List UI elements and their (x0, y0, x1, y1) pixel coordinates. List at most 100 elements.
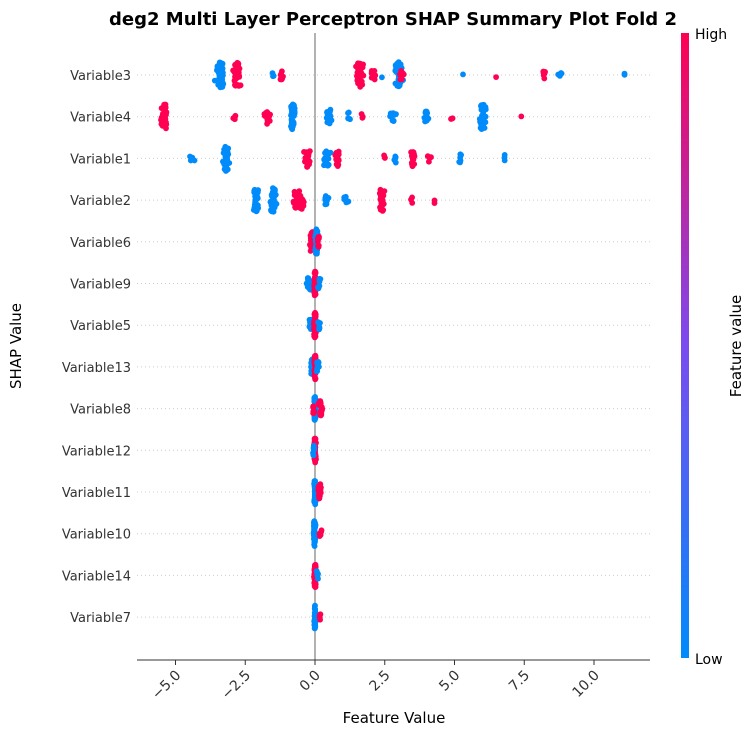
shap-point (357, 82, 364, 88)
shap-point (542, 69, 548, 75)
shap-point (479, 114, 486, 121)
shap-point (314, 237, 321, 244)
feature-row-variable8 (310, 394, 326, 423)
shap-points (158, 59, 628, 632)
shap-point (314, 368, 321, 374)
feature-label-variable7: Variable7 (70, 611, 131, 626)
colorbar (681, 33, 689, 658)
shap-point (389, 113, 395, 120)
shap-point (322, 160, 329, 166)
shap-point (316, 495, 323, 502)
shap-point (315, 244, 322, 250)
shap-point (315, 571, 321, 577)
shap-point (421, 114, 428, 121)
shap-point (311, 435, 318, 442)
shap-point (368, 68, 375, 74)
feature-row-variable5 (306, 309, 323, 341)
shap-point (295, 195, 302, 201)
shap-point (162, 101, 169, 108)
feature-label-variable12: Variable12 (62, 444, 131, 459)
shap-point (327, 108, 333, 115)
feature-label-variable9: Variable9 (70, 278, 131, 293)
shap-point (271, 192, 277, 199)
colorbar-high-label: High (695, 27, 727, 43)
shap-point (312, 276, 318, 283)
shap-point (322, 150, 328, 156)
shap-point (264, 120, 270, 127)
chart-title: deg2 Multi Layer Perceptron SHAP Summary… (109, 9, 677, 30)
shap-point (303, 150, 310, 157)
shap-point (334, 154, 341, 161)
shap-point (254, 195, 261, 202)
shap-point (255, 205, 262, 212)
x-tick-label: 2.5 (367, 668, 394, 695)
shap-point (398, 76, 405, 82)
shap-point (224, 158, 231, 165)
x-ticks: −5.0 −2.5 0.0 2.5 5.0 7.5 10.0 (149, 660, 603, 703)
feature-row-variable12 (310, 435, 319, 466)
shap-point (410, 153, 417, 159)
shap-point (311, 536, 318, 543)
shap-point (317, 398, 324, 405)
feature-row-variable11 (311, 478, 324, 508)
shap-point (264, 116, 271, 122)
shap-point (316, 325, 323, 331)
feature-label-variable1: Variable1 (70, 152, 131, 167)
shap-point (310, 403, 317, 410)
feature-label-variable13: Variable13 (62, 361, 131, 376)
shap-point (315, 285, 322, 292)
shap-point (335, 148, 342, 155)
shap-point (303, 280, 310, 287)
shap-point (289, 116, 295, 123)
x-tick-label: 0.0 (297, 668, 324, 695)
shap-point (316, 614, 323, 621)
shap-point (310, 444, 317, 451)
x-tick-label: 10.0 (569, 668, 602, 701)
shap-point (311, 528, 318, 534)
shap-point (316, 490, 322, 497)
shap-point (235, 67, 242, 74)
shap-point (391, 157, 398, 163)
shap-point (424, 153, 431, 160)
feature-label-variable2: Variable2 (70, 194, 131, 209)
shap-point (359, 114, 366, 121)
shap-point (316, 276, 323, 282)
shap-point (316, 530, 323, 537)
shap-point (312, 619, 319, 626)
feature-row-variable14 (311, 561, 321, 590)
shap-point (310, 452, 317, 458)
shap-point (518, 113, 525, 120)
shap-point (272, 186, 278, 193)
shap-point (392, 62, 399, 69)
feature-row-variable4 (158, 101, 525, 133)
shap-point (162, 115, 169, 122)
shap-point (359, 72, 366, 79)
shap-point (342, 193, 349, 200)
shap-point (217, 71, 224, 78)
shap-point (318, 406, 325, 413)
shap-point (312, 353, 319, 360)
shap-point (327, 113, 334, 119)
feature-label-variable14: Variable14 (62, 569, 131, 584)
feature-label-variable4: Variable4 (70, 111, 131, 126)
feature-row-variable2 (250, 185, 438, 215)
shap-point (369, 72, 376, 79)
shap-point (345, 109, 352, 116)
shap-point (314, 359, 320, 366)
shap-point (333, 161, 340, 168)
shap-point (426, 158, 432, 165)
x-tick-label: 7.5 (506, 668, 533, 695)
shap-point (311, 583, 318, 589)
shap-point (457, 157, 464, 164)
feature-label-variable8: Variable8 (70, 403, 131, 418)
feature-row-variable9 (303, 268, 324, 299)
shap-point (501, 154, 508, 161)
shap-point (318, 412, 324, 419)
shap-point (478, 102, 485, 108)
shap-point (270, 73, 276, 80)
shap-point (305, 275, 311, 281)
shap-point (409, 200, 416, 206)
shap-point (312, 562, 318, 568)
shap-point (354, 77, 361, 84)
